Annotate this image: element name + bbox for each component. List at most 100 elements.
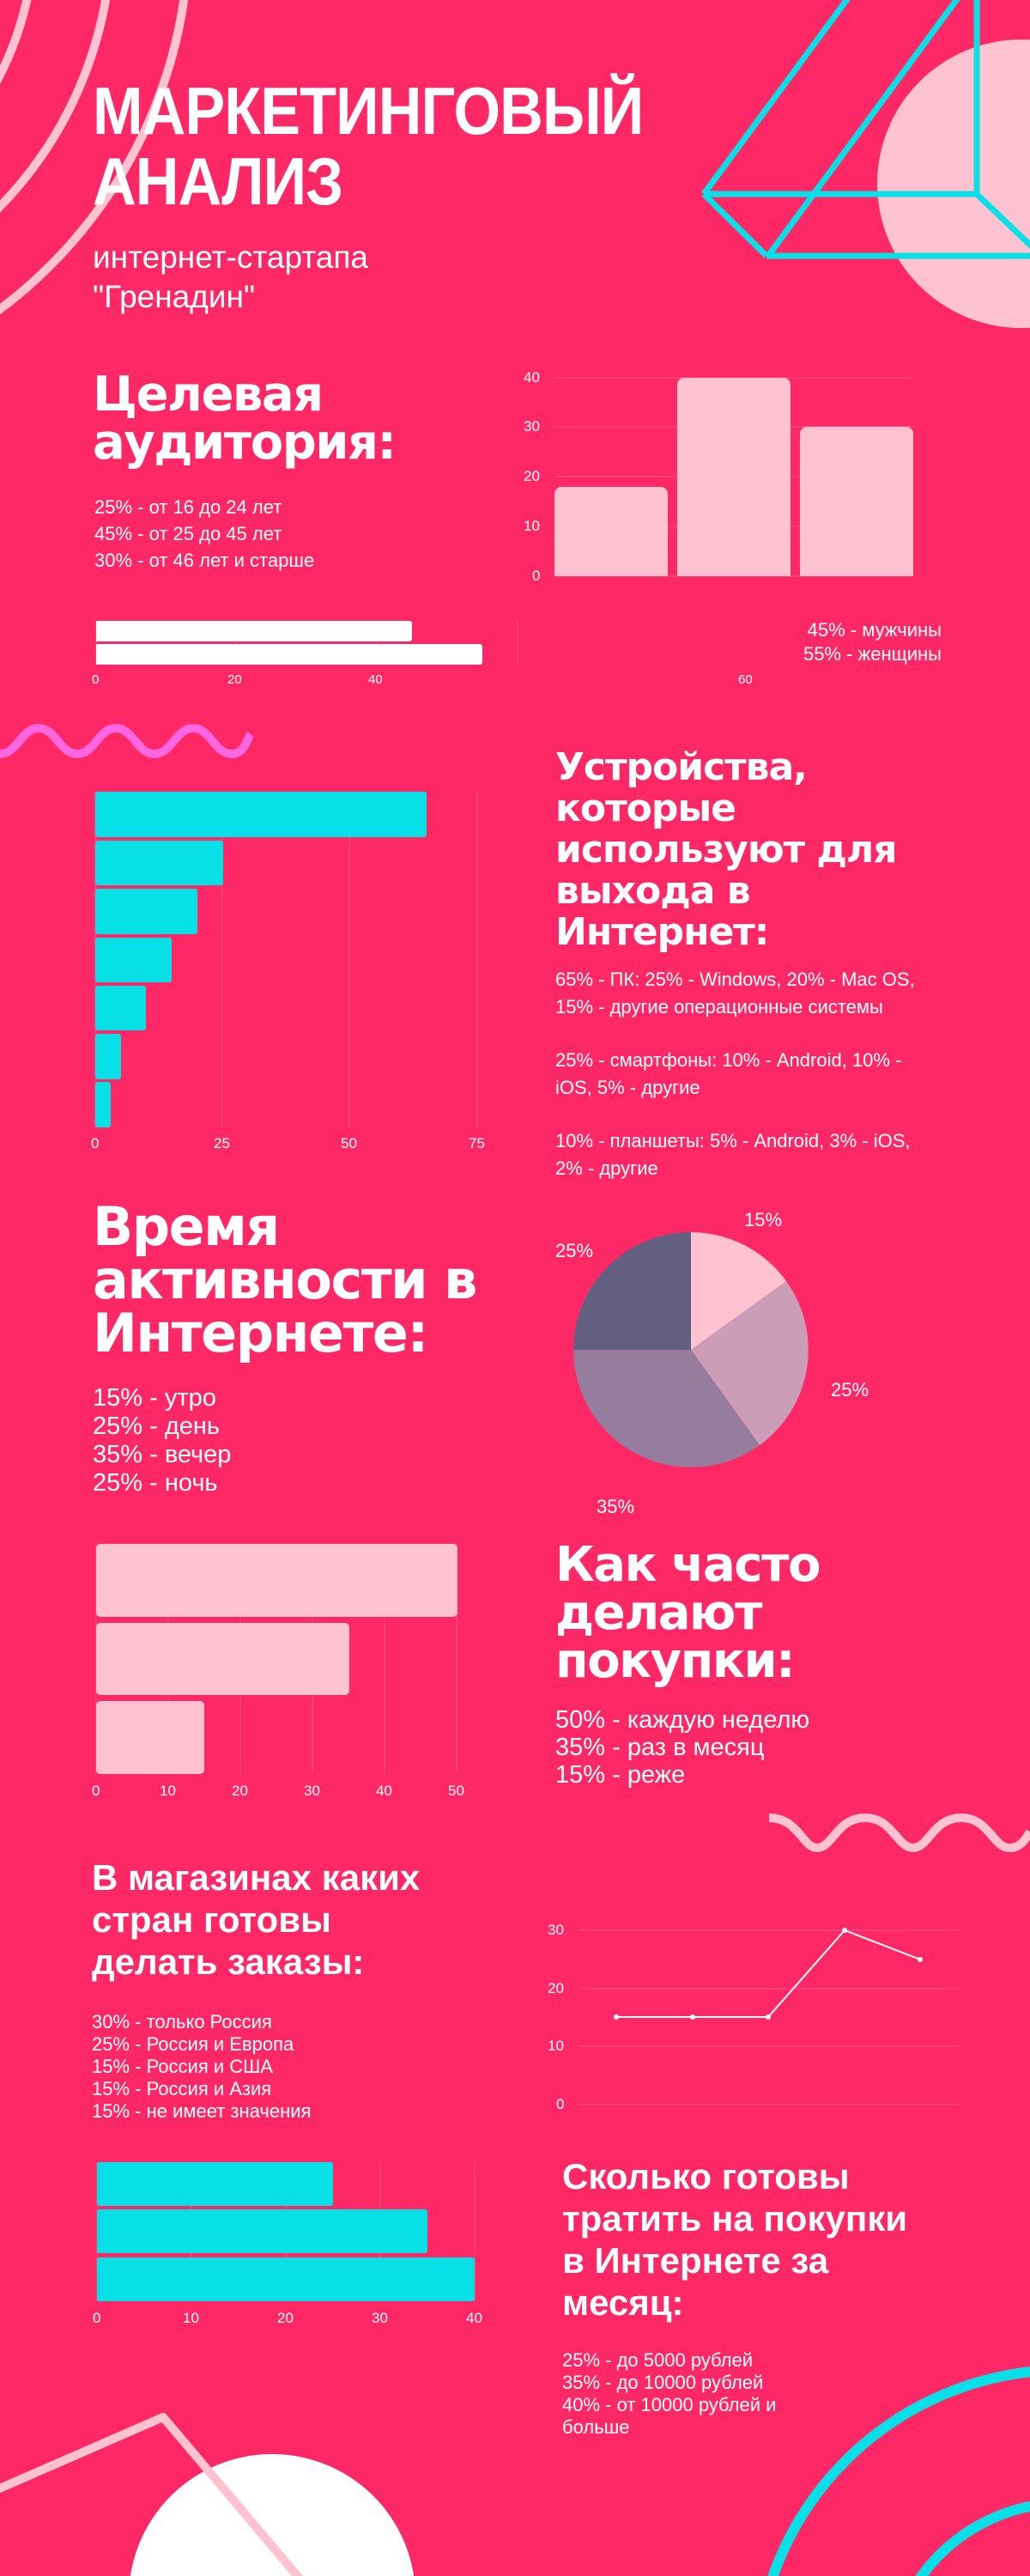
title-line-2: АНАЛИЗ [93,143,343,219]
countries-item: 15% - не имеет значения [92,2100,312,2122]
audience-item: 45% - от 25 до 45 лет [94,523,282,544]
age-bar-chart: 40 30 20 10 0 [498,352,978,592]
spending-title-line: в Интернете за [562,2240,829,2281]
x-tick: 25 [214,1135,230,1151]
frequency-item: 15% - реже [555,1761,686,1789]
x-tick: 20 [232,1783,248,1799]
activity-item: 25% - день [93,1413,220,1440]
frequency-item: 35% - раз в месяц [555,1734,765,1761]
devices-details: 65% - ПК: 25% - Windows, 20% - Mac OS, 1… [555,966,915,1182]
pie-slice-night [573,1232,691,1350]
activity-list: 15% - утро 25% - день 35% - вечер 25% - … [93,1384,231,1498]
wave-decoration-magenta [0,723,255,759]
age-bar [554,487,668,576]
x-tick: 30 [372,2310,388,2326]
x-tick: 20 [227,672,242,687]
audience-item: 30% - от 46 лет и старше [94,550,315,571]
page-subtitle: интернет-стартапа "Гренадин" [93,238,368,317]
devices-line: 10% - планшеты: 5% - Android, 3% - iOS, [555,1130,911,1151]
x-tick: 20 [277,2310,294,2326]
activity-title-line: активности в [93,1249,477,1311]
frequency-title-line: Как часто [555,1537,821,1593]
title-line-1: МАРКЕТИНГОВЫЙ [93,73,644,149]
frequency-title: Как часто делают покупки: [555,1537,821,1686]
audience-item: 25% - от 16 до 24 лет [94,496,282,518]
frequency-title-line: делают [555,1585,762,1641]
frequency-list: 50% - каждую неделю 35% - раз в месяц 15… [555,1706,809,1789]
frequency-bar-chart: 0 10 20 30 40 50 [69,1520,498,1812]
activity-item: 15% - утро [93,1384,216,1412]
x-tick: 60 [738,672,753,687]
device-bar [95,841,223,885]
spending-bar-chart: 0 10 20 30 40 [69,2138,515,2353]
spending-title-line: Сколько готовы [562,2156,850,2196]
device-bar [95,1082,111,1127]
spending-title-line: месяц: [562,2282,684,2323]
device-bar [95,889,197,934]
y-tick: 30 [524,418,540,434]
frequency-item: 50% - каждую неделю [555,1706,810,1734]
y-tick: 30 [548,1922,564,1938]
spending-title: Сколько готовы тратить на покупки в Инте… [562,2155,907,2324]
x-tick: 50 [341,1135,357,1151]
subtitle-line-1: интернет-стартапа [93,240,368,275]
spending-bar [97,2162,333,2206]
x-tick: 10 [183,2310,199,2326]
pie-label: 35% [597,1496,635,1517]
devices-title-line: Интернет: [555,910,769,954]
spending-bar [97,2209,427,2253]
devices-line: 2% - другие [555,1157,658,1179]
pie-slice-morning [691,1232,786,1350]
activity-title: Время активности в Интернете: [93,1200,477,1360]
y-tick: 10 [548,2038,564,2054]
activity-item: 35% - вечер [93,1441,232,1468]
gender-item: 45% - мужчины [807,619,942,641]
countries-title-line: стран готовы [92,1899,331,1940]
audience-list: 25% - от 16 до 24 лет 45% - от 25 до 45 … [94,494,314,574]
y-tick: 20 [548,1980,564,1996]
x-tick: 0 [91,1135,100,1151]
bottom-circle-decoration [130,2454,415,2576]
wave-decoration-pink [768,1813,1030,1853]
spending-item: больше [562,2416,630,2438]
devices-title-line: которые [555,787,736,830]
frequency-bar [96,1623,349,1695]
device-bar [95,986,146,1030]
countries-line [616,1929,921,2018]
bottom-right-arcs-decoration [767,2366,1030,2576]
countries-item: 30% - только Россия [92,2011,272,2032]
frequency-bar [96,1544,457,1617]
gender-bar-male [96,621,412,641]
activity-pie-chart: 15% 25% 35% 25% [532,1185,893,1528]
frequency-bar [96,1701,204,1774]
countries-item: 15% - Россия и Азия [92,2078,272,2099]
spending-list: 25% - до 5000 рублей 35% - до 10000 рубл… [562,2349,776,2439]
devices-title: Устройства, которые используют для выход… [555,747,897,954]
y-tick: 0 [556,2096,565,2112]
x-tick: 10 [160,1783,176,1799]
pie-slice-evening [573,1350,760,1467]
age-bar [800,427,913,576]
countries-item: 25% - Россия и Европа [92,2033,294,2055]
devices-line: 65% - ПК: 25% - Windows, 20% - Mac OS, [555,969,915,990]
countries-list: 30% - только Россия 25% - Россия и Европ… [92,2011,311,2123]
x-tick: 40 [376,1783,392,1799]
top-right-circle-decoration [877,39,1030,328]
devices-title-line: выхода в [555,869,751,913]
device-bar [95,938,172,982]
x-tick: 75 [469,1135,485,1151]
subtitle-line-2: "Гренадин" [93,279,256,314]
top-right-prism-decoration [701,0,1030,259]
pie-slice-day [691,1281,809,1445]
y-tick: 10 [524,518,540,534]
y-tick: 40 [524,369,540,386]
audience-title: Целевая аудитория: [93,371,397,467]
countries-title-line: В магазинах каких [92,1857,421,1898]
spending-bar [97,2257,475,2301]
bottom-triangle-decoration [0,2413,304,2576]
x-tick: 0 [92,672,100,687]
devices-bar-chart: 0 25 50 75 [69,773,532,1168]
spending-item: 40% - от 10000 рублей и [562,2394,777,2415]
spending-item: 25% - до 5000 рублей [562,2349,754,2371]
